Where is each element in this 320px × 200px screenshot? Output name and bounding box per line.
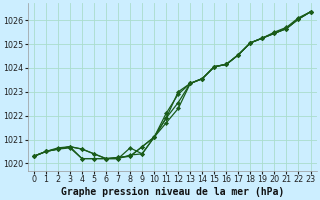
X-axis label: Graphe pression niveau de la mer (hPa): Graphe pression niveau de la mer (hPa) — [60, 186, 284, 197]
